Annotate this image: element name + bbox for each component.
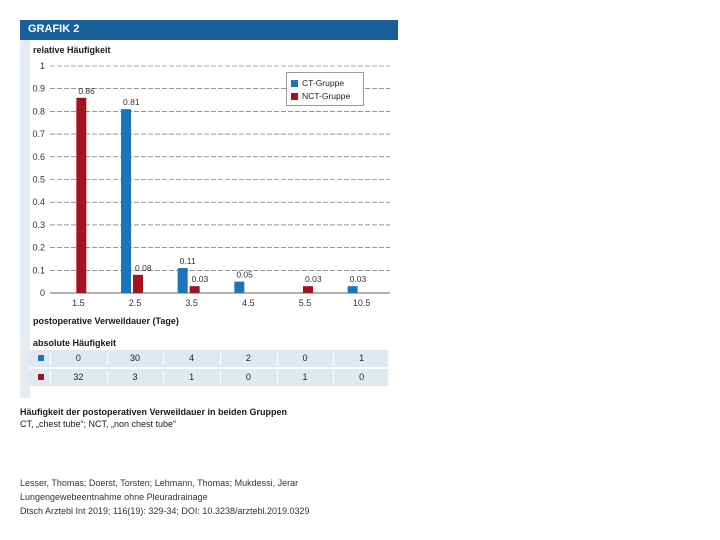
absolute-cell: 1 <box>302 372 308 382</box>
absolute-cell: 1 <box>189 372 195 382</box>
caption-line-2: CT, „chest tube“; NCT, „non chest tube“ <box>20 419 177 429</box>
absolute-row-ct: 0 30 4 2 0 1 <box>30 350 388 367</box>
column-separator <box>220 352 221 365</box>
x-tick-label: 5.5 <box>299 298 312 308</box>
absolute-table-title: absolute Häufigkeit <box>33 338 117 348</box>
bar-ct <box>177 268 188 293</box>
x-axis-title: postoperative Verweildauer (Tage) <box>33 316 179 326</box>
absolute-cell: 32 <box>73 372 84 382</box>
row-marker <box>38 355 44 361</box>
bar-nct <box>76 97 87 293</box>
bar-ct <box>121 109 131 293</box>
absolute-cell: 4 <box>189 353 195 363</box>
y-tick-label: 1 <box>40 61 45 71</box>
column-separator <box>333 371 335 384</box>
bar-ct <box>234 281 245 293</box>
legend-label-nct: NCT-Gruppe <box>302 91 351 101</box>
figure-label: GRAFIK 2 <box>28 23 80 35</box>
legend-swatch-ct <box>291 79 298 87</box>
y-tick-label: 0.7 <box>32 129 45 139</box>
citation-title: Lungengewebeentnahme ohne Pleuradrainage <box>20 492 208 502</box>
data-label: 0.03 <box>305 274 322 284</box>
data-label: 0.05 <box>236 270 253 280</box>
column-separator <box>163 371 165 384</box>
y-tick-label: 0.3 <box>32 220 45 230</box>
y-tick-label: 0.6 <box>32 152 45 162</box>
x-tick-label: 1.5 <box>72 298 85 308</box>
absolute-cell: 30 <box>129 353 140 363</box>
data-label: 0.03 <box>192 274 209 284</box>
x-tick-label: 4.5 <box>242 298 255 308</box>
column-separator <box>163 352 165 365</box>
data-label: 0.08 <box>135 263 152 273</box>
column-separator <box>276 352 278 365</box>
absolute-cell: 0 <box>359 372 365 382</box>
bar-nct <box>133 274 143 293</box>
y-axis-title: relative Häufigkeit <box>33 45 111 55</box>
absolute-cell: 3 <box>132 372 138 382</box>
absolute-cell: 0 <box>302 353 308 363</box>
legend-swatch-nct <box>291 92 298 100</box>
absolute-cell: 0 <box>75 353 81 363</box>
data-label: 0.11 <box>180 256 196 266</box>
legend-item-nct: NCT-Gruppe <box>291 90 350 102</box>
y-tick-label: 0.1 <box>32 265 45 275</box>
data-label: 0.86 <box>78 86 95 96</box>
y-tick-label: 0.4 <box>32 197 45 207</box>
caption-line-1: Häufigkeit der postoperativen Verweildau… <box>20 407 288 417</box>
y-tick-label: 0.8 <box>32 106 45 116</box>
column-separator <box>276 371 278 384</box>
citation-authors: Lesser, Thomas; Doerst, Torsten; Lehmann… <box>20 478 299 488</box>
data-label: 0.81 <box>123 97 140 107</box>
y-tick-label: 0.2 <box>32 243 45 253</box>
citation-source: Dtsch Arztebl Int 2019; 116(19): 329-34;… <box>20 506 310 516</box>
citation: Lesser, Thomas; Doerst, Torsten; Lehmann… <box>20 476 310 518</box>
x-tick-label: 10.5 <box>353 298 371 308</box>
legend-label-ct: CT-Gruppe <box>302 78 345 88</box>
column-separator <box>106 371 108 384</box>
data-label: 0.03 <box>350 274 367 284</box>
column-separator <box>333 352 335 365</box>
column-separator <box>106 352 108 365</box>
x-tick-label: 2.5 <box>129 298 142 308</box>
bar-nct <box>303 286 313 293</box>
column-separator <box>50 352 51 365</box>
y-tick-label: 0.9 <box>32 84 45 94</box>
y-tick-label: 0.5 <box>32 175 45 185</box>
legend-item-ct: CT-Gruppe <box>291 77 344 89</box>
absolute-cell: 1 <box>359 353 365 363</box>
y-tick-label: 0 <box>40 288 45 298</box>
x-tick-label: 3.5 <box>185 298 198 308</box>
bar-nct <box>189 286 200 293</box>
absolute-cell: 2 <box>245 353 251 363</box>
legend: CT-Gruppe NCT-Gruppe <box>286 72 364 106</box>
figure-caption: Häufigkeit der postoperativen Verweildau… <box>20 406 287 430</box>
column-separator <box>50 371 51 384</box>
figure-header: GRAFIK 2 <box>20 20 398 40</box>
absolute-row-nct: 32 3 1 0 1 0 <box>30 369 388 386</box>
row-marker <box>38 374 44 380</box>
bar-ct <box>347 286 358 293</box>
column-separator <box>220 371 221 384</box>
absolute-cell: 0 <box>245 372 251 382</box>
